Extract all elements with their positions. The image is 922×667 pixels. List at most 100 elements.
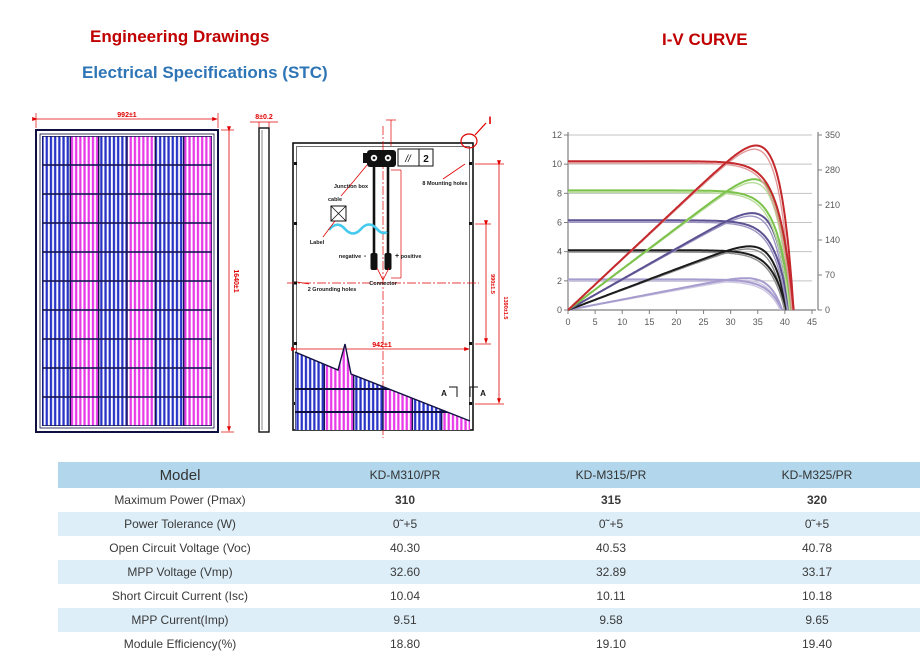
label-square — [330, 205, 347, 222]
solar-cell — [42, 252, 70, 281]
spec-value: 0˜+5 — [598, 517, 624, 531]
spec-value: 32.89 — [595, 565, 627, 579]
mounting-holes-label: 8 Mounting holes — [422, 181, 467, 187]
module-purple-pv — [567, 212, 791, 311]
front-height-dim: 1640±1 — [232, 269, 239, 292]
back-bottom-dim: 942±1 — [372, 342, 392, 349]
solar-cell — [71, 368, 98, 397]
x-axis-tick: 30 — [726, 317, 736, 327]
electrical-specifications-title: Electrical Specifications (STC) — [82, 63, 328, 82]
module-green-pv — [567, 178, 793, 311]
spec-value: 40.53 — [595, 541, 627, 555]
solar-cell — [156, 252, 183, 281]
spec-label: Short Circuit Current (Isc) — [111, 589, 249, 603]
solar-cell — [184, 252, 212, 281]
spec-value: 10.04 — [389, 589, 421, 603]
module-red-iv — [568, 160, 795, 311]
solar-cell — [127, 252, 155, 281]
solar-cell — [184, 281, 212, 310]
model-kd-m310: KD-M310/PR — [369, 468, 441, 482]
solar-cell — [42, 368, 70, 397]
solar-cell — [99, 368, 127, 397]
left-axis-tick: 8 — [557, 188, 562, 198]
connector-negative — [370, 253, 378, 270]
left-axis-tick: 2 — [557, 276, 562, 286]
spec-value: 19.40 — [801, 637, 833, 651]
solar-cell — [184, 339, 212, 368]
engineering-drawings-title: Engineering Drawings — [90, 27, 270, 46]
solar-cell — [184, 136, 212, 165]
x-axis-tick: 35 — [753, 317, 763, 327]
section-mark-a1: A — [441, 389, 447, 398]
spec-value: 320 — [806, 493, 828, 507]
solar-cell — [127, 165, 155, 194]
x-axis-tick: 15 — [644, 317, 654, 327]
solar-cell — [99, 136, 127, 165]
x-axis-tick: 20 — [671, 317, 681, 327]
module-black-iv-light — [568, 251, 786, 311]
solar-cell — [71, 136, 98, 165]
solar-cell — [184, 397, 212, 426]
table-row: Power Tolerance (W) 0˜+5 0˜+5 0˜+5 — [58, 512, 920, 536]
table-row: Short Circuit Current (Isc) 10.04 10.11 10.… — [58, 584, 920, 608]
positive-label: positive — [401, 254, 422, 260]
side-profile — [258, 127, 270, 433]
x-axis-tick: 10 — [617, 317, 627, 327]
right-axis-tick: 210 — [825, 200, 840, 210]
right-axis-tick: 280 — [825, 165, 840, 175]
right-axis-tick: 70 — [825, 270, 835, 280]
solar-cell — [71, 252, 98, 281]
solar-cell — [71, 339, 98, 368]
side-thickness-dim: 8±0.2 — [255, 114, 273, 121]
solar-cell — [156, 339, 183, 368]
solar-cell — [127, 397, 155, 426]
left-axis-tick: 4 — [557, 247, 562, 257]
connector-label: Connector — [369, 281, 397, 287]
module-lavender-iv-light — [568, 280, 781, 311]
tolerance-value: 2 — [423, 154, 429, 165]
cable-squiggle — [327, 223, 388, 235]
module-lavender-pv — [567, 277, 784, 311]
solar-cell — [42, 223, 70, 252]
solar-cell — [127, 223, 155, 252]
negative-sign: - — [364, 253, 367, 260]
solar-cell — [42, 339, 70, 368]
iv-curve-chart: 0 2 4 6 8 10 12 0 70 140 210 280 350 0 5 10 15 20 25 30 35 40… — [552, 130, 840, 327]
x-axis-tick: 25 — [699, 317, 709, 327]
spec-value: 0˜+5 — [804, 517, 830, 531]
solar-cell — [99, 281, 127, 310]
cutaway-break-line — [294, 343, 471, 422]
model-kd-m315: KD-M315/PR — [575, 468, 647, 482]
spec-value: 32.60 — [389, 565, 421, 579]
spec-label: Power Tolerance (W) — [124, 517, 236, 531]
solar-cell — [71, 223, 98, 252]
back-view-drawing: // 2 I Junction box cable Label neg — [287, 115, 508, 438]
table-row: MPP Current(Imp) 9.51 9.58 9.65 — [58, 608, 920, 632]
negative-label: negative — [339, 254, 361, 260]
spec-table: Model KD-M310/PR KD-M315/PR KD-M325/PR M… — [58, 462, 920, 656]
spec-label: Open Circuit Voltage (Voc) — [109, 541, 251, 555]
junction-box — [363, 150, 396, 167]
grounding-holes-label: 2 Grounding holes — [308, 287, 357, 293]
solar-cell — [156, 368, 183, 397]
solar-cell — [71, 281, 98, 310]
detail-callout-I: I — [460, 115, 492, 149]
right-axis-tick: 350 — [825, 130, 840, 140]
solar-cell — [42, 281, 70, 310]
side-view-drawing: 8±0.2 — [250, 114, 278, 433]
section-mark-a2: A — [480, 389, 486, 398]
module-red-iv-light — [568, 162, 793, 311]
spec-label: MPP Voltage (Vmp) — [127, 565, 233, 579]
x-axis-tick: 5 — [593, 317, 598, 327]
solar-cell — [71, 165, 98, 194]
table-header-row: Model KD-M310/PR KD-M315/PR KD-M325/PR — [58, 462, 920, 488]
module-purple-iv-light — [568, 221, 788, 311]
spec-value: 18.80 — [389, 637, 421, 651]
solar-cell — [42, 165, 70, 194]
solar-cell — [156, 310, 183, 339]
solar-cell — [99, 252, 127, 281]
spec-value: 9.65 — [805, 613, 829, 627]
left-axis-tick: 6 — [557, 218, 562, 228]
solar-cell — [99, 194, 127, 223]
tolerance-frame: // 2 — [397, 148, 434, 167]
